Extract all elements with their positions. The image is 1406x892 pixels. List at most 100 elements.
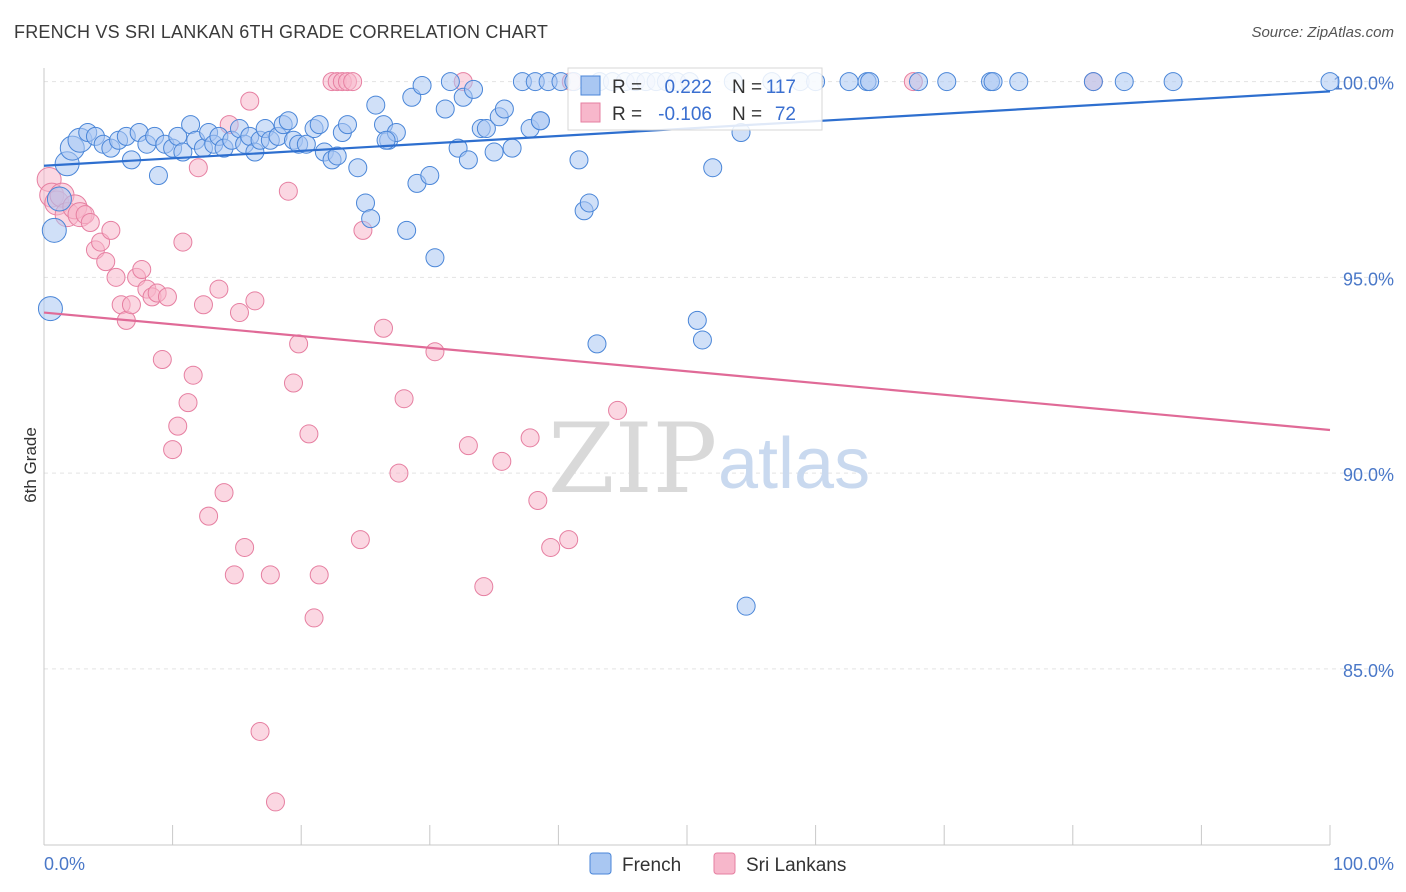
- srilankan-point-46: [299, 424, 319, 444]
- srilankan-point-58: [394, 389, 414, 409]
- srilankan-point-25: [168, 416, 188, 436]
- srilankan-point-44: [283, 373, 303, 393]
- french-point-2: [46, 186, 72, 212]
- y-tick-label-95: 95.0%: [1343, 269, 1394, 289]
- srilankan-point-62: [474, 577, 494, 597]
- french-point-81: [569, 150, 589, 170]
- srilankan-point-41: [260, 565, 280, 585]
- srilankan-point-40: [250, 721, 270, 741]
- srilankan-point-38: [240, 91, 260, 111]
- srilankan-point-39: [245, 291, 265, 311]
- legend-swatch-srilankan: [713, 852, 736, 875]
- french-point-115: [530, 111, 550, 131]
- x-tick-label-min: 0.0%: [44, 854, 85, 874]
- srilankan-point-26: [173, 232, 193, 252]
- french-point-106: [937, 72, 957, 92]
- stats-srilankan-n-value: 72: [775, 104, 796, 125]
- x-tick-label-max: 100.0%: [1333, 854, 1394, 874]
- srilankan-point-13: [106, 267, 126, 287]
- french-point-110: [1083, 72, 1103, 92]
- srilankan-point-64: [520, 428, 540, 448]
- chart-source: Source: ZipAtlas.com: [1251, 24, 1394, 41]
- french-point-16: [148, 166, 168, 186]
- french-point-60: [420, 166, 440, 186]
- srilankan-point-61: [458, 436, 478, 456]
- legend-swatch-french: [589, 852, 612, 875]
- french-point-98: [736, 596, 756, 616]
- srilankan-point-65: [528, 490, 548, 510]
- srilankan-point-11: [96, 252, 116, 272]
- stats-french-r-value: 0.222: [664, 77, 712, 98]
- srilankan-point-16: [121, 295, 141, 315]
- srilankan-point-59: [425, 342, 445, 362]
- french-point-111: [1114, 72, 1134, 92]
- srilankan-point-36: [229, 303, 249, 323]
- srilankan-point-31: [199, 506, 219, 526]
- french-point-83: [579, 193, 599, 213]
- french-point-43: [309, 115, 329, 135]
- french-point-61: [425, 248, 445, 268]
- french-point-112: [1163, 72, 1183, 92]
- srilankan-point-22: [152, 350, 172, 370]
- srilankan-point-28: [183, 365, 203, 385]
- srilankan-point-53: [343, 72, 363, 92]
- srilankan-point-12: [101, 220, 121, 240]
- srilankan-trend-line: [43, 311, 1331, 432]
- srilankan-point-56: [374, 318, 394, 338]
- stats-swatch-srilankan: [580, 102, 601, 123]
- stats-french-r-label: R =: [612, 77, 642, 98]
- srilankan-point-27: [178, 393, 198, 413]
- srilankan-point-8: [80, 213, 100, 233]
- french-point-109: [1009, 72, 1029, 92]
- y-axis-title: 6th Grade: [21, 427, 40, 503]
- y-tick-label-90: 90.0%: [1343, 465, 1394, 485]
- french-point-105: [908, 72, 928, 92]
- watermark-atlas: atlas: [718, 424, 870, 504]
- srilankan-point-35: [224, 565, 244, 585]
- french-point-95: [703, 158, 723, 178]
- watermark: ZIP atlas: [548, 403, 870, 515]
- stats-french-n-label: N =: [732, 77, 762, 98]
- chart-title: FRENCH VS SRI LANKAN 6TH GRADE CORRELATI…: [14, 22, 549, 42]
- srilankan-point-57: [389, 463, 409, 483]
- srilankan-point-45: [289, 334, 309, 354]
- french-point-67: [464, 79, 484, 99]
- french-point-72: [494, 99, 514, 119]
- srilankan-point-54: [350, 530, 370, 550]
- stats-srilankan-r-value: -0.106: [658, 104, 712, 125]
- french-point-52: [366, 95, 386, 115]
- srilankan-point-30: [193, 295, 213, 315]
- stats-legend: R = 0.222 N = 117 R = -0.106 N = 72: [567, 67, 823, 131]
- srilankan-point-63: [492, 451, 512, 471]
- french-point-56: [397, 220, 417, 240]
- french-point-51: [361, 209, 381, 229]
- legend-label-french: French: [622, 855, 681, 876]
- french-point-93: [687, 310, 707, 330]
- french-point-114: [587, 334, 607, 354]
- stats-french-n-value: 117: [766, 77, 796, 98]
- srilankan-point-67: [559, 530, 579, 550]
- srilankan-point-43: [278, 181, 298, 201]
- srilankan-point-32: [209, 279, 229, 299]
- srilankan-point-48: [309, 565, 329, 585]
- french-point-48: [337, 115, 357, 135]
- french-point-63: [440, 72, 460, 92]
- gridlines: 85.0% 90.0% 95.0% 100.0%: [44, 74, 1394, 681]
- french-point-104: [860, 72, 880, 92]
- legend-label-srilankan: Sri Lankans: [746, 855, 846, 876]
- srilankan-point-66: [541, 537, 561, 557]
- french-point-49: [348, 158, 368, 178]
- french-point-59: [412, 75, 432, 95]
- srilankan-point-23: [157, 287, 177, 307]
- french-point-94: [692, 330, 712, 350]
- french-point-0: [37, 296, 63, 322]
- french-point-62: [435, 99, 455, 119]
- stats-srilankan-n-label: N =: [732, 104, 762, 125]
- srilankan-point-69: [608, 400, 628, 420]
- srilankan-point-24: [163, 440, 183, 460]
- watermark-zip: ZIP: [548, 403, 717, 515]
- y-tick-label-100: 100.0%: [1333, 74, 1394, 94]
- french-point-69: [476, 119, 496, 139]
- french-point-73: [502, 138, 522, 158]
